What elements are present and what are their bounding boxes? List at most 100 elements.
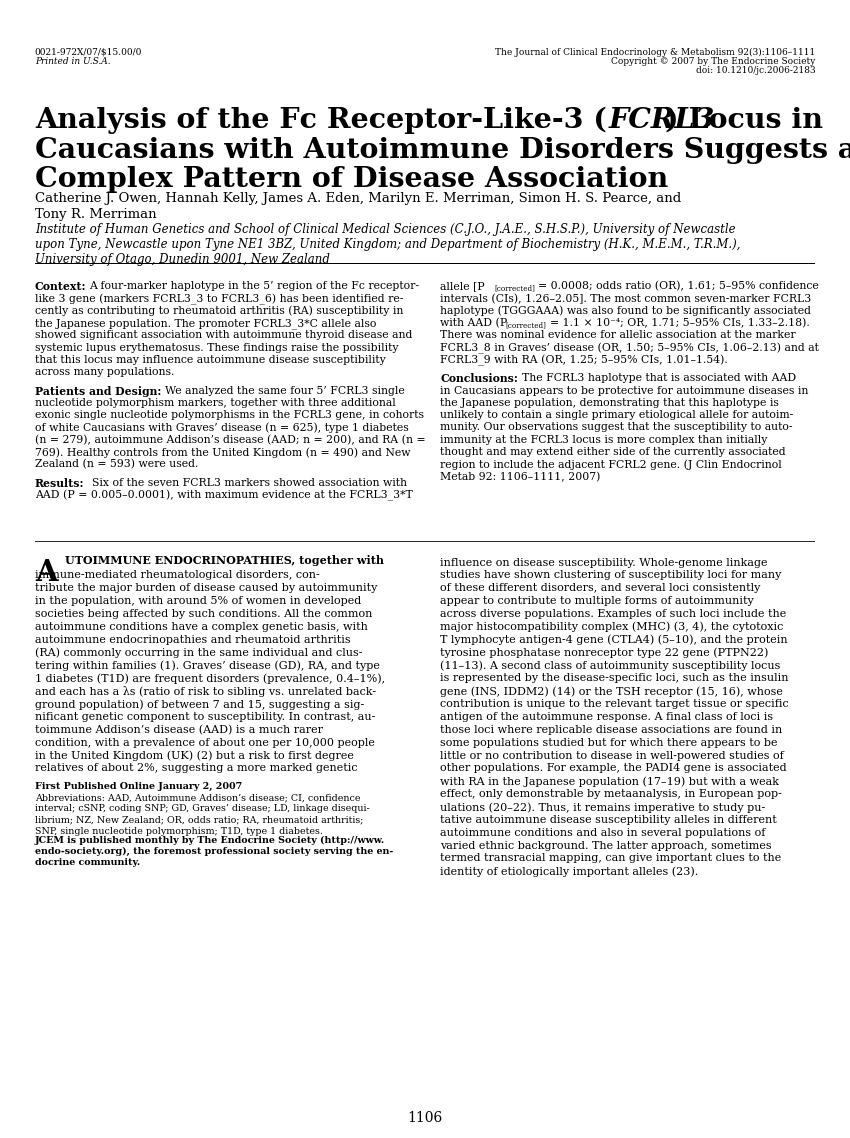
Text: identity of etiologically important alleles (23).: identity of etiologically important alle… xyxy=(440,866,699,876)
Text: Patients and Design:: Patients and Design: xyxy=(35,386,162,396)
Text: Metab 92: 1106–1111, 2007): Metab 92: 1106–1111, 2007) xyxy=(440,471,601,481)
Text: A four-marker haplotype in the 5’ region of the Fc receptor-: A four-marker haplotype in the 5’ region… xyxy=(89,281,419,291)
Text: Catherine J. Owen, Hannah Kelly, James A. Eden, Marilyn E. Merriman, Simon H. S.: Catherine J. Owen, Hannah Kelly, James A… xyxy=(35,192,681,205)
Text: other populations. For example, the PADI4 gene is associated: other populations. For example, the PADI… xyxy=(440,764,787,774)
Text: AAD (P = 0.005–0.0001), with maximum evidence at the FCRL3_3*T: AAD (P = 0.005–0.0001), with maximum evi… xyxy=(35,490,412,502)
Text: Analysis of the Fc Receptor-Like-3 (: Analysis of the Fc Receptor-Like-3 ( xyxy=(35,107,607,134)
Text: of white Caucasians with Graves’ disease (n = 625), type 1 diabetes: of white Caucasians with Graves’ disease… xyxy=(35,422,409,432)
Text: ground population) of between 7 and 15, suggesting a sig-: ground population) of between 7 and 15, … xyxy=(35,699,364,710)
Text: is represented by the disease-specific loci, such as the insulin: is represented by the disease-specific l… xyxy=(440,674,789,683)
Text: tribute the major burden of disease caused by autoimmunity: tribute the major burden of disease caus… xyxy=(35,584,377,593)
Text: = 0.0008; odds ratio (OR), 1.61; 5–95% confidence: = 0.0008; odds ratio (OR), 1.61; 5–95% c… xyxy=(537,281,819,291)
Text: autoimmune endocrinopathies and rheumatoid arthritis: autoimmune endocrinopathies and rheumato… xyxy=(35,635,350,645)
Text: There was nominal evidence for allelic association at the marker: There was nominal evidence for allelic a… xyxy=(440,330,796,340)
Text: The FCRL3 haplotype that is associated with AAD: The FCRL3 haplotype that is associated w… xyxy=(522,373,796,384)
Text: Context:: Context: xyxy=(35,281,87,292)
Text: major histocompatibility complex (MHC) (3, 4), the cytotoxic: major histocompatibility complex (MHC) (… xyxy=(440,621,784,633)
Text: unlikely to contain a single primary etiological allele for autoim-: unlikely to contain a single primary eti… xyxy=(440,410,794,420)
Text: tyrosine phosphatase nonreceptor type 22 gene (PTPN22): tyrosine phosphatase nonreceptor type 22… xyxy=(440,648,768,658)
Text: studies have shown clustering of susceptibility loci for many: studies have shown clustering of suscept… xyxy=(440,570,782,580)
Text: Printed in U.S.A.: Printed in U.S.A. xyxy=(35,57,110,66)
Text: cently as contributing to rheumatoid arthritis (RA) susceptibility in: cently as contributing to rheumatoid art… xyxy=(35,306,403,316)
Text: antigen of the autoimmune response. A final class of loci is: antigen of the autoimmune response. A fi… xyxy=(440,712,774,721)
Text: Institute of Human Genetics and School of Clinical Medical Sciences (C.J.O., J.A: Institute of Human Genetics and School o… xyxy=(35,223,735,236)
Text: 1106: 1106 xyxy=(407,1111,443,1124)
Text: nificant genetic component to susceptibility. In contrast, au-: nificant genetic component to susceptibi… xyxy=(35,712,375,721)
Text: autoimmune conditions and also in several populations of: autoimmune conditions and also in severa… xyxy=(440,827,766,838)
Text: termed transracial mapping, can give important clues to the: termed transracial mapping, can give imp… xyxy=(440,854,781,864)
Text: FCRL3_9 with RA (OR, 1.25; 5–95% CIs, 1.01–1.54).: FCRL3_9 with RA (OR, 1.25; 5–95% CIs, 1.… xyxy=(440,355,728,366)
Text: across many populations.: across many populations. xyxy=(35,368,174,377)
Text: Results:: Results: xyxy=(35,478,84,488)
Text: doi: 10.1210/jc.2006-2183: doi: 10.1210/jc.2006-2183 xyxy=(695,66,815,75)
Text: intervals (CIs), 1.26–2.05]. The most common seven-marker FCRL3: intervals (CIs), 1.26–2.05]. The most co… xyxy=(440,294,812,304)
Text: University of Otago, Dunedin 9001, New Zealand: University of Otago, Dunedin 9001, New Z… xyxy=(35,253,330,265)
Text: endo-society.org), the foremost professional society serving the en-: endo-society.org), the foremost professi… xyxy=(35,847,393,856)
Text: We analyzed the same four 5’ FCRL3 single: We analyzed the same four 5’ FCRL3 singl… xyxy=(165,386,405,396)
Text: interval; cSNP, coding SNP; GD, Graves’ disease; LD, linkage disequi-: interval; cSNP, coding SNP; GD, Graves’ … xyxy=(35,805,370,814)
Text: 769). Healthy controls from the United Kingdom (n = 490) and New: 769). Healthy controls from the United K… xyxy=(35,447,411,457)
Text: and each has a λs (ratio of risk to sibling vs. unrelated back-: and each has a λs (ratio of risk to sibl… xyxy=(35,686,376,698)
Text: upon Tyne, Newcastle upon Tyne NE1 3BZ, United Kingdom; and Department of Bioche: upon Tyne, Newcastle upon Tyne NE1 3BZ, … xyxy=(35,238,740,250)
Text: contribution is unique to the relevant target tissue or specific: contribution is unique to the relevant t… xyxy=(440,699,789,709)
Text: (n = 279), autoimmune Addison’s disease (AAD; n = 200), and RA (n =: (n = 279), autoimmune Addison’s disease … xyxy=(35,435,426,445)
Text: little or no contribution to disease in well-powered studies of: little or no contribution to disease in … xyxy=(440,751,784,760)
Text: Abbreviations: AAD, Autoimmune Addison’s disease; CI, confidence: Abbreviations: AAD, Autoimmune Addison’s… xyxy=(35,793,360,802)
Text: (RA) commonly occurring in the same individual and clus-: (RA) commonly occurring in the same indi… xyxy=(35,648,362,658)
Text: thought and may extend either side of the currently associated: thought and may extend either side of th… xyxy=(440,447,786,457)
Text: munity. Our observations suggest that the susceptibility to auto-: munity. Our observations suggest that th… xyxy=(440,422,793,432)
Text: region to include the adjacent FCRL2 gene. (J Clin Endocrinol: region to include the adjacent FCRL2 gen… xyxy=(440,460,782,470)
Text: the Japanese population, demonstrating that this haplotype is: the Japanese population, demonstrating t… xyxy=(440,398,779,407)
Text: varied ethnic background. The latter approach, sometimes: varied ethnic background. The latter app… xyxy=(440,841,772,850)
Text: 1 diabetes (T1D) are frequent disorders (prevalence, 0.4–1%),: 1 diabetes (T1D) are frequent disorders … xyxy=(35,674,385,684)
Text: UTOIMMUNE ENDOCRINOPATHIES, together with: UTOIMMUNE ENDOCRINOPATHIES, together wit… xyxy=(65,555,384,567)
Text: of these different disorders, and several loci consistently: of these different disorders, and severa… xyxy=(440,584,761,593)
Text: FCRL3_8 in Graves’ disease (OR, 1.50; 5–95% CIs, 1.06–2.13) and at: FCRL3_8 in Graves’ disease (OR, 1.50; 5–… xyxy=(440,343,819,354)
Text: toimmune Addison’s disease (AAD) is a much rarer: toimmune Addison’s disease (AAD) is a mu… xyxy=(35,725,323,735)
Text: systemic lupus erythematosus. These findings raise the possibility: systemic lupus erythematosus. These find… xyxy=(35,343,399,353)
Text: gene (INS, IDDM2) (14) or the TSH receptor (15, 16), whose: gene (INS, IDDM2) (14) or the TSH recept… xyxy=(440,686,783,696)
Text: nucleotide polymorphism markers, together with three additional: nucleotide polymorphism markers, togethe… xyxy=(35,398,395,407)
Text: Conclusions:: Conclusions: xyxy=(440,373,518,385)
Text: in the United Kingdom (UK) (2) but a risk to first degree: in the United Kingdom (UK) (2) but a ris… xyxy=(35,751,354,761)
Text: The Journal of Clinical Endocrinology & Metabolism 92(3):1106–1111: The Journal of Clinical Endocrinology & … xyxy=(495,48,815,57)
Text: (11–13). A second class of autoimmunity susceptibility locus: (11–13). A second class of autoimmunity … xyxy=(440,660,780,671)
Text: tering within families (1). Graves’ disease (GD), RA, and type: tering within families (1). Graves’ dise… xyxy=(35,660,380,671)
Text: condition, with a prevalence of about one per 10,000 people: condition, with a prevalence of about on… xyxy=(35,737,375,748)
Text: librium; NZ, New Zealand; OR, odds ratio; RA, rheumatoid arthritis;: librium; NZ, New Zealand; OR, odds ratio… xyxy=(35,815,363,824)
Text: immune-mediated rheumatological disorders, con-: immune-mediated rheumatological disorder… xyxy=(35,570,320,580)
Text: with AAD (P: with AAD (P xyxy=(440,318,507,328)
Text: those loci where replicable disease associations are found in: those loci where replicable disease asso… xyxy=(440,725,783,735)
Text: T lymphocyte antigen-4 gene (CTLA4) (5–10), and the protein: T lymphocyte antigen-4 gene (CTLA4) (5–1… xyxy=(440,635,788,645)
Text: that this locus may influence autoimmune disease susceptibility: that this locus may influence autoimmune… xyxy=(35,355,386,365)
Text: [corrected]: [corrected] xyxy=(494,284,535,292)
Text: Zealand (n = 593) were used.: Zealand (n = 593) were used. xyxy=(35,460,198,470)
Text: with RA in the Japanese population (17–19) but with a weak: with RA in the Japanese population (17–1… xyxy=(440,776,779,786)
Text: Tony R. Merriman: Tony R. Merriman xyxy=(35,208,156,221)
Text: like 3 gene (markers FCRL3_3 to FCRL3_6) has been identified re-: like 3 gene (markers FCRL3_3 to FCRL3_6)… xyxy=(35,294,403,305)
Text: relatives of about 2%, suggesting a more marked genetic: relatives of about 2%, suggesting a more… xyxy=(35,764,358,774)
Text: tative autoimmune disease susceptibility alleles in different: tative autoimmune disease susceptibility… xyxy=(440,815,777,825)
Text: ulations (20–22). Thus, it remains imperative to study pu-: ulations (20–22). Thus, it remains imper… xyxy=(440,802,766,813)
Text: appear to contribute to multiple forms of autoimmunity: appear to contribute to multiple forms o… xyxy=(440,596,754,607)
Text: = 1.1 × 10⁻⁴; OR, 1.71; 5–95% CIs, 1.33–2.18).: = 1.1 × 10⁻⁴; OR, 1.71; 5–95% CIs, 1.33–… xyxy=(550,318,809,328)
Text: Caucasians with Autoimmune Disorders Suggests a: Caucasians with Autoimmune Disorders Sug… xyxy=(35,137,850,164)
Text: JCEM is published monthly by The Endocrine Society (http://www.: JCEM is published monthly by The Endocri… xyxy=(35,835,385,844)
Text: [corrected]: [corrected] xyxy=(506,321,547,329)
Text: showed significant association with autoimmune thyroid disease and: showed significant association with auto… xyxy=(35,330,412,340)
Text: A: A xyxy=(35,558,58,586)
Text: immunity at the FCRL3 locus is more complex than initially: immunity at the FCRL3 locus is more comp… xyxy=(440,435,768,445)
Text: haplotype (TGGGAAA) was also found to be significantly associated: haplotype (TGGGAAA) was also found to be… xyxy=(440,306,811,316)
Text: the Japanese population. The promoter FCRL3_3*C allele also: the Japanese population. The promoter FC… xyxy=(35,318,377,329)
Text: Copyright © 2007 by The Endocrine Society: Copyright © 2007 by The Endocrine Societ… xyxy=(611,57,815,66)
Text: FCRL3: FCRL3 xyxy=(609,107,716,134)
Text: Six of the seven FCRL3 markers showed association with: Six of the seven FCRL3 markers showed as… xyxy=(92,478,407,488)
Text: ) Locus in: ) Locus in xyxy=(665,107,823,134)
Text: SNP, single nucleotide polymorphism; T1D, type 1 diabetes.: SNP, single nucleotide polymorphism; T1D… xyxy=(35,826,323,835)
Text: autoimmune conditions have a complex genetic basis, with: autoimmune conditions have a complex gen… xyxy=(35,621,368,632)
Text: across diverse populations. Examples of such loci include the: across diverse populations. Examples of … xyxy=(440,609,786,619)
Text: Complex Pattern of Disease Association: Complex Pattern of Disease Association xyxy=(35,166,668,193)
Text: allele [P: allele [P xyxy=(440,281,484,291)
Text: effect, only demonstrable by metaanalysis, in European pop-: effect, only demonstrable by metaanalysi… xyxy=(440,789,782,799)
Text: influence on disease susceptibility. Whole-genome linkage: influence on disease susceptibility. Who… xyxy=(440,558,768,568)
